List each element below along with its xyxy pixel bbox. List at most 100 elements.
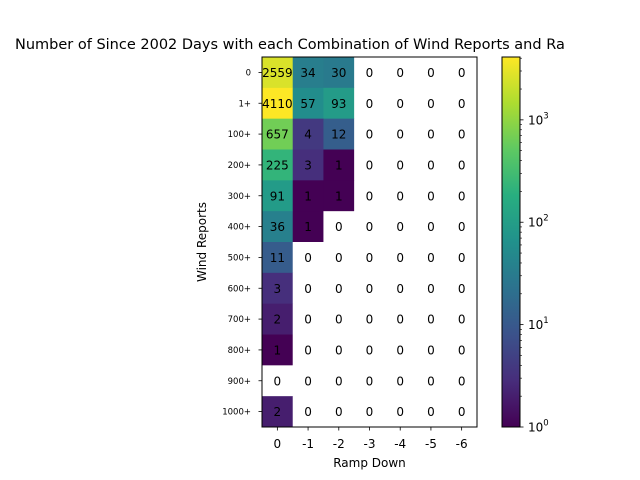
heatmap-cell — [323, 180, 355, 212]
heatmap-cell — [354, 180, 386, 212]
heatmap-cell — [384, 334, 416, 366]
cell-value-label: 0 — [366, 66, 374, 80]
heatmap-cell — [446, 180, 478, 212]
cell-value-label: 0 — [458, 282, 466, 296]
heatmap-cell — [354, 57, 386, 89]
cell-value-label: 57 — [300, 97, 315, 111]
heatmap-cell — [354, 87, 386, 120]
cell-value-label: 0 — [396, 251, 404, 265]
cell-value-label: 0 — [458, 405, 466, 419]
heatmap-cell — [384, 303, 416, 335]
cell-value-label: 0 — [335, 282, 343, 296]
heatmap-cell — [415, 211, 447, 243]
cell-value-label: 0 — [458, 189, 466, 203]
cell-value-label: 225 — [266, 158, 289, 172]
x-axis-label: Ramp Down — [333, 456, 406, 470]
heatmap-cell — [384, 396, 416, 428]
heatmap-cell — [262, 303, 294, 335]
y-tick-label: 500+ — [228, 253, 251, 263]
heatmap-cell — [292, 87, 324, 120]
heatmap-cell — [354, 149, 386, 181]
heatmap-cell — [292, 272, 324, 305]
heatmap-cell — [262, 272, 294, 305]
cell-value-label: 11 — [270, 251, 285, 265]
heatmap-cell — [415, 180, 447, 212]
cell-value-label: 2 — [274, 313, 282, 327]
cell-value-label: 0 — [427, 374, 435, 388]
cell-value-label: 0 — [335, 405, 343, 419]
heatmap-cell — [292, 211, 324, 243]
cell-value-label: 0 — [304, 251, 312, 265]
heatmap-cell — [384, 272, 416, 305]
cell-value-label: 36 — [270, 220, 285, 234]
y-tick-label: 800+ — [228, 346, 251, 356]
cell-value-label: 1 — [335, 189, 343, 203]
heatmap-cell — [415, 149, 447, 181]
heatmap-cell — [415, 272, 447, 305]
heatmap-cell — [415, 118, 447, 150]
colorbar-tick-label: 102 — [528, 214, 549, 230]
heatmap-cells — [262, 57, 478, 428]
heatmap-cell — [262, 211, 294, 243]
y-tick-label: 900+ — [228, 377, 251, 387]
cell-value-label: 0 — [396, 158, 404, 172]
y-tick-label: 1+ — [238, 99, 251, 109]
heatmap-cell — [354, 118, 386, 150]
cell-value-label: 0 — [304, 313, 312, 327]
cell-value-label: 0 — [427, 220, 435, 234]
heatmap-cell — [323, 334, 355, 366]
cell-value-label: 91 — [270, 189, 285, 203]
cell-value-label: 0 — [427, 97, 435, 111]
colorbar — [501, 56, 521, 428]
heatmap-cell — [446, 272, 478, 305]
heatmap-cell — [384, 365, 416, 397]
cell-value-label: 0 — [396, 128, 404, 142]
heatmap-cell — [446, 303, 478, 335]
y-axis-label: Wind Reports — [195, 202, 209, 282]
heatmap-cell — [323, 242, 355, 274]
cell-value-label: 1 — [304, 220, 312, 234]
cell-value-label: 0 — [366, 374, 374, 388]
y-tick-label: 100+ — [228, 130, 251, 140]
heatmap-cell — [262, 396, 294, 428]
cell-value-label: 0 — [396, 220, 404, 234]
cell-value-label: 0 — [335, 251, 343, 265]
cell-value-label: 0 — [458, 66, 466, 80]
cell-value-label: 0 — [458, 374, 466, 388]
heatmap-cell — [415, 334, 447, 366]
heatmap-cell — [384, 211, 416, 243]
cell-value-label: 0 — [427, 189, 435, 203]
cell-value-label: 0 — [304, 405, 312, 419]
heatmap-cell — [292, 303, 324, 335]
cell-value-label: 0 — [396, 374, 404, 388]
x-tick-label: 0 — [274, 437, 282, 451]
cell-value-label: 0 — [304, 343, 312, 357]
heatmap-cell — [446, 242, 478, 274]
colorbar-tick-label: 103 — [528, 111, 549, 127]
heatmap-cell — [415, 242, 447, 274]
heatmap-cell — [415, 365, 447, 397]
cell-value-label: 0 — [458, 158, 466, 172]
cell-value-label: 4110 — [262, 97, 293, 111]
cell-value-label: 0 — [427, 128, 435, 142]
heatmap-cell — [262, 334, 294, 366]
cell-value-label: 0 — [396, 189, 404, 203]
cell-value-label: 0 — [274, 374, 282, 388]
cell-value-label: 3 — [274, 282, 282, 296]
cell-value-label: 12 — [331, 128, 346, 142]
cell-value-label: 0 — [366, 405, 374, 419]
y-tick-label: 200+ — [228, 161, 251, 171]
cell-value-label: 2 — [274, 405, 282, 419]
heatmap-cell — [384, 118, 416, 150]
heatmap-cell — [292, 118, 324, 150]
cell-value-label: 2559 — [262, 66, 293, 80]
cell-value-label: 0 — [427, 405, 435, 419]
cell-value-label: 1 — [304, 189, 312, 203]
cell-value-label: 0 — [396, 97, 404, 111]
cell-value-label: 0 — [304, 282, 312, 296]
heatmap-cell — [446, 118, 478, 150]
y-tick-label: 1000+ — [222, 408, 251, 418]
y-tick-label: 400+ — [228, 223, 251, 233]
heatmap-cell — [262, 180, 294, 212]
cell-value-label: 1 — [274, 343, 282, 357]
